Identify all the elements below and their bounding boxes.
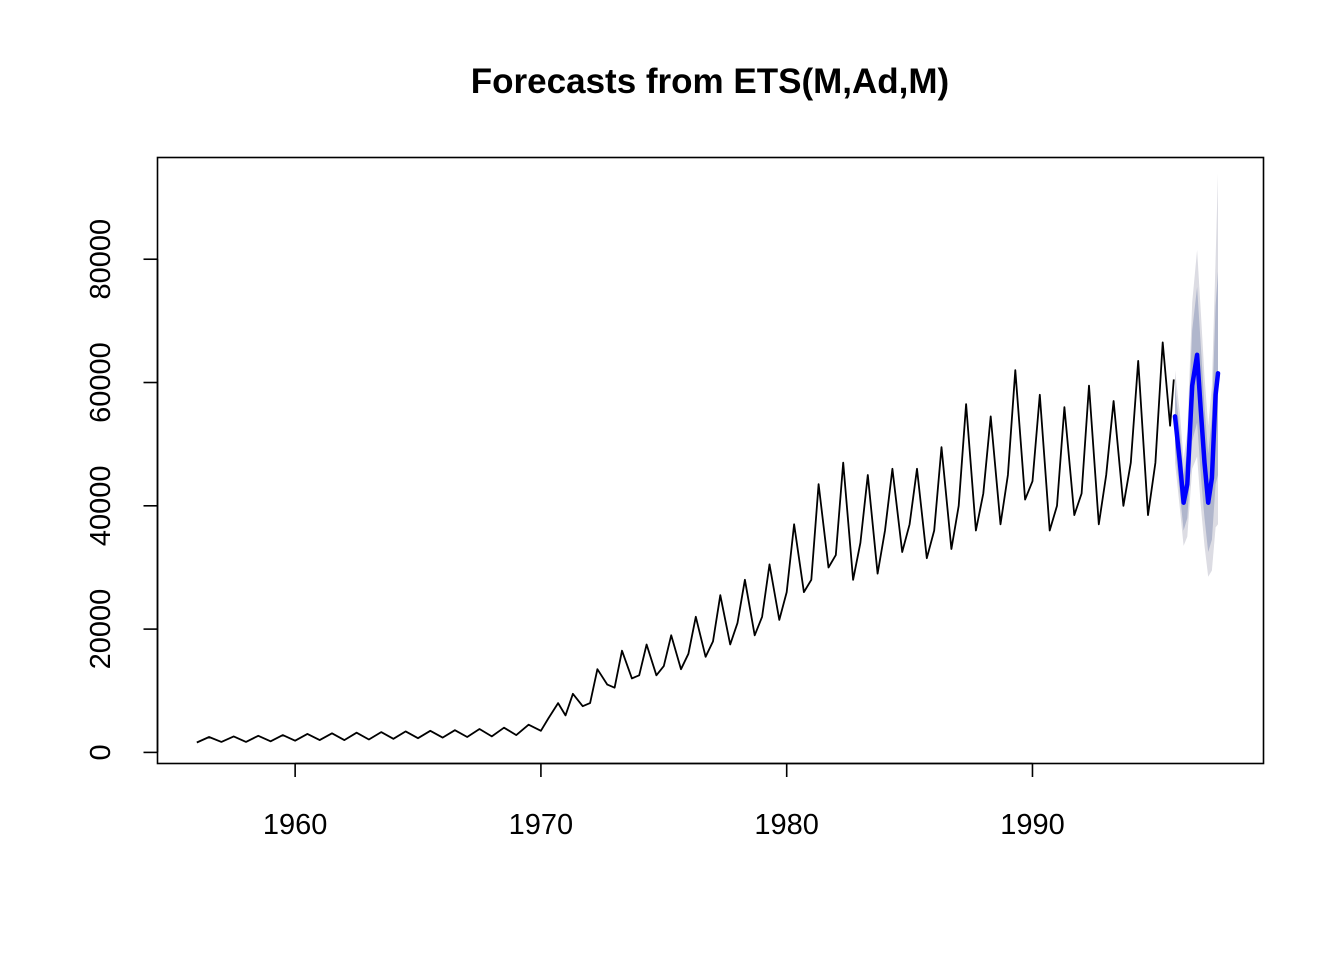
x-tick-label: 1970 (509, 809, 574, 841)
x-axis: 1960 1970 1980 1990 (263, 762, 1065, 841)
y-tick-label: 60000 (85, 342, 117, 423)
y-tick-label: 20000 (85, 589, 117, 670)
y-tick-label: 0 (85, 744, 117, 760)
x-tick-label: 1960 (263, 809, 328, 841)
x-tick-label: 1990 (1000, 809, 1065, 841)
y-tick-label: 40000 (85, 465, 117, 546)
x-tick-label: 1980 (754, 809, 819, 841)
y-tick-label: 80000 (85, 219, 117, 300)
forecast-line (1172, 352, 1221, 505)
chart-title: Forecasts from ETS(M,Ad,M) (471, 62, 949, 101)
plot-frame (156, 156, 1265, 765)
series-lines (196, 341, 1221, 744)
y-axis: 0 20000 40000 60000 80000 (85, 219, 159, 760)
history-line (196, 341, 1175, 744)
